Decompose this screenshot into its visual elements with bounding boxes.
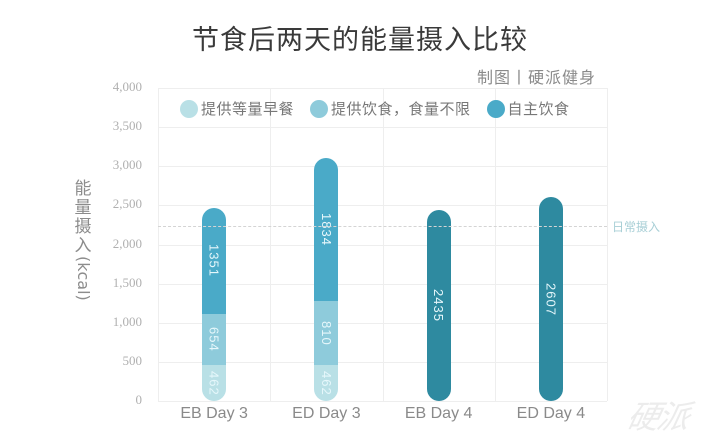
y-tick-label: 1,500: [112, 274, 142, 290]
y-axis-label-char: 入: [74, 236, 92, 256]
gridline-vertical: [382, 88, 384, 401]
daily-intake-reference-line: [158, 225, 607, 227]
y-tick-label: 3,500: [112, 118, 142, 134]
legend-label: 提供等量早餐: [201, 100, 295, 118]
stacked-bar: 2607: [538, 197, 563, 401]
y-tick-label: 3,000: [112, 157, 142, 173]
gridline-vertical: [607, 88, 608, 401]
y-axis-label-char: 量: [74, 198, 92, 218]
gridline-vertical: [494, 88, 496, 401]
legend-swatch-icon: [180, 99, 198, 118]
y-tick-label: 1,000: [112, 313, 142, 329]
x-tick-label: ED Day 4: [516, 405, 586, 422]
bar-segment-value: 654: [206, 326, 222, 352]
bar-segment: 810: [314, 301, 339, 365]
bar-segment-value: 2607: [543, 282, 559, 316]
bar-segment-value: 462: [318, 370, 334, 396]
legend-label: 提供饮食，食量不限: [331, 100, 471, 118]
y-tick-label: 4,000: [112, 79, 142, 94]
stacked-bar: 2435: [426, 210, 451, 401]
gridline-vertical: [270, 88, 272, 401]
y-axis-label-char: 能: [74, 179, 92, 199]
x-tick-label: EB Day 4: [404, 405, 473, 422]
bar-segment: 462: [202, 364, 227, 401]
stacked-bar: 462 654 1351: [202, 207, 227, 401]
bar-segment: 2607: [538, 197, 563, 401]
x-tick-label: EB Day 3: [180, 405, 248, 422]
chart-title: 节食后两天的能量摄入比较: [192, 25, 528, 56]
legend-label: 自主饮食: [507, 100, 570, 118]
legend-item: 提供饮食，食量不限: [310, 98, 471, 119]
bar-segment: 1351: [202, 207, 227, 314]
y-axis-label: 能量摄入 (kcal): [72, 180, 94, 301]
legend: 提供等量早餐 提供饮食，食量不限 自主饮食: [180, 98, 586, 119]
bar-segment-value: 462: [206, 370, 222, 396]
watermark-logo: 硬派: [623, 398, 692, 436]
bar-segment-value: 810: [318, 320, 334, 346]
legend-item: 自主饮食: [486, 98, 570, 119]
bar-segment-value: 2435: [431, 289, 447, 323]
legend-item: 提供等量早餐: [180, 98, 294, 119]
bar-segment: 654: [202, 313, 227, 365]
y-tick-label: 0: [135, 392, 143, 407]
daily-intake-label: 日常摄入: [612, 219, 661, 234]
x-tick-label: ED Day 3: [292, 405, 361, 422]
bar-segment-value: 1351: [206, 244, 222, 278]
legend-swatch-icon: [310, 99, 329, 118]
y-axis-unit: (kcal): [74, 256, 93, 301]
plot-area: [158, 88, 608, 402]
bar-segment-value: 1834: [318, 213, 334, 247]
y-tick-label: 2,000: [112, 235, 142, 251]
gridline-horizontal: [158, 401, 607, 402]
bar-segment: 462: [314, 364, 339, 401]
gridline-vertical: [158, 88, 159, 401]
y-tick-label: 2,500: [112, 196, 142, 212]
chart-credit: 制图丨硬派健身: [477, 68, 597, 87]
legend-swatch-icon: [486, 99, 505, 118]
bar-segment: 1834: [314, 157, 339, 302]
stacked-bar: 462 810 1834: [314, 157, 339, 401]
bar-segment: 2435: [426, 210, 451, 401]
y-axis-label-char: 摄: [74, 217, 92, 237]
y-tick-label: 500: [122, 352, 143, 368]
